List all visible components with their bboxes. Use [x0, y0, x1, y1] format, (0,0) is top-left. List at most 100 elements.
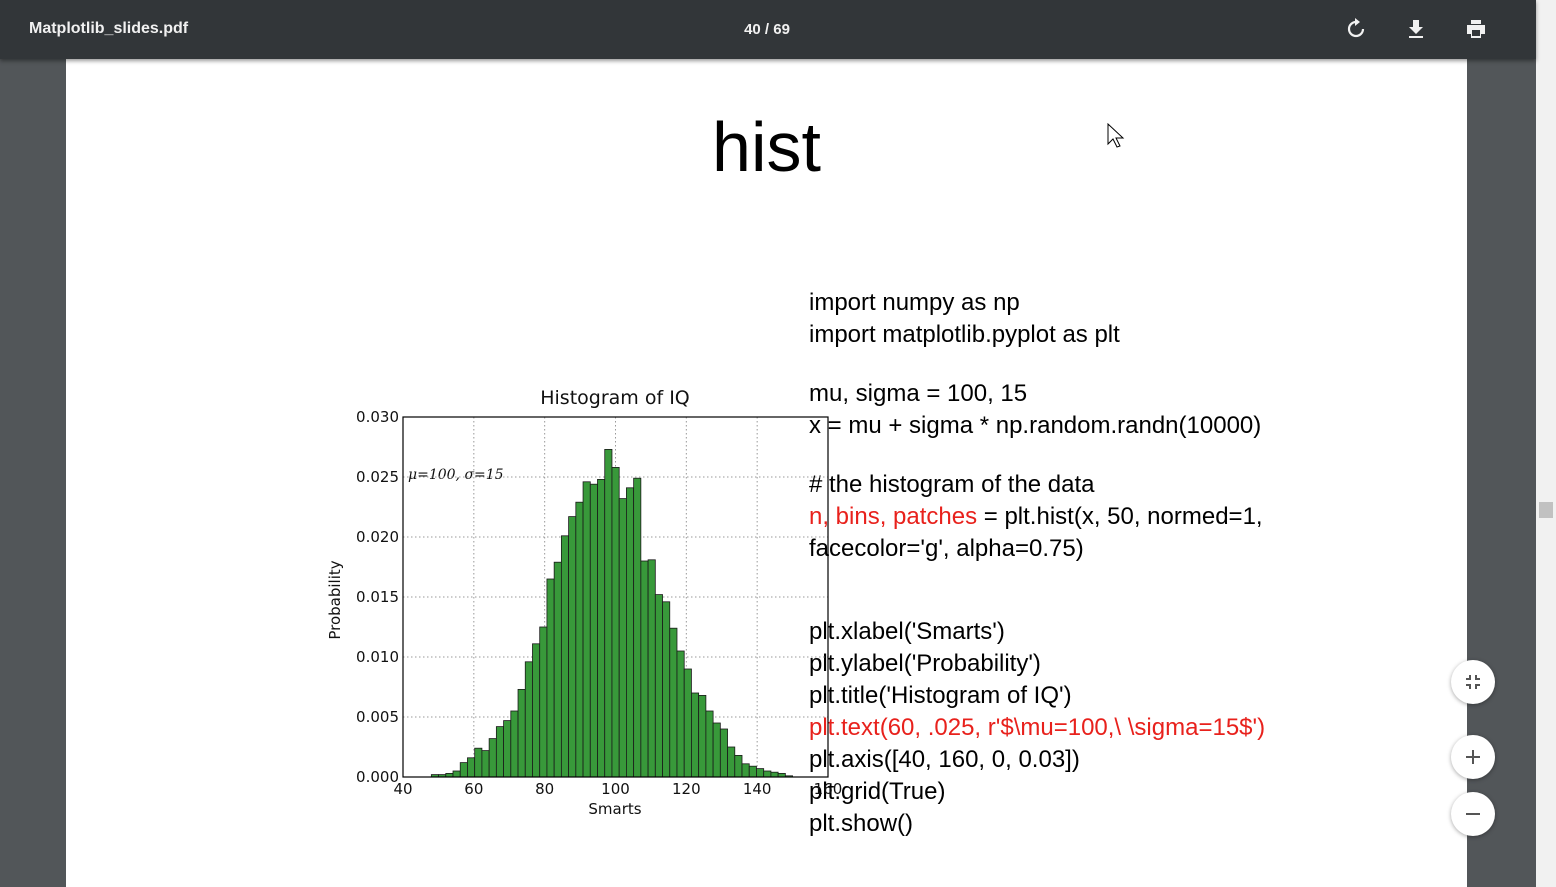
code-block: plt.xlabel('Smarts') plt.ylabel('Probabil… [809, 616, 1265, 840]
x-tick-label: 80 [535, 780, 554, 798]
bar [662, 601, 671, 778]
y-tick-label: 0.030 [356, 408, 399, 426]
code-text: x = mu + sigma * np.random.randn(10000) [809, 412, 1262, 439]
code-line: # the histogram of the data [809, 469, 1265, 501]
x-tick-label: 40 [393, 780, 412, 798]
code-line: plt.show() [809, 808, 1265, 840]
bar [589, 483, 598, 778]
bar [575, 501, 584, 778]
code-text: plt.grid(True) [809, 778, 946, 805]
bar [524, 661, 533, 778]
zoom-in-button[interactable] [1451, 735, 1495, 779]
y-axis-label: Probability [326, 560, 344, 639]
y-tick-label: 0.005 [356, 708, 399, 726]
code-listing: import numpy as np import matplotlib.pypl… [809, 287, 1265, 840]
x-tick-label: 120 [672, 780, 701, 798]
code-text: plt.title('Histogram of IQ') [809, 682, 1072, 709]
bar [503, 720, 512, 778]
bar [647, 559, 656, 778]
histogram-chart: Histogram of IQ Smarts Probability μ=100… [326, 387, 843, 818]
download-button[interactable] [1404, 17, 1428, 41]
bar [510, 710, 519, 778]
bar [582, 481, 591, 778]
y-tick-label: 0.015 [356, 588, 399, 606]
code-block: # the histogram of the data n, bins, patc… [809, 469, 1265, 565]
bar [467, 757, 476, 778]
x-tick-label: 60 [464, 780, 483, 798]
code-text: plt.text(60, .025, r'$\mu=100,\ \sigma=1… [809, 714, 1266, 741]
bar [474, 747, 483, 778]
code-text: plt.show() [809, 810, 914, 837]
code-line: facecolor='g', alpha=0.75) [809, 533, 1265, 565]
bar [539, 626, 548, 778]
code-line: plt.ylabel('Probability') [809, 648, 1265, 680]
bar [770, 771, 779, 778]
bar [727, 746, 736, 778]
bar [618, 498, 627, 778]
bar [604, 449, 613, 778]
bar [748, 765, 757, 778]
bar [734, 754, 743, 778]
bar [669, 627, 678, 778]
code-text: mu, sigma = 100, 15 [809, 380, 1028, 407]
bar [452, 770, 461, 778]
code-text: import matplotlib.pyplot as plt [809, 321, 1120, 348]
bar [597, 479, 606, 778]
fit-button[interactable] [1451, 660, 1495, 704]
bar [640, 560, 649, 778]
file-name: Matplotlib_slides.pdf [29, 20, 189, 37]
bar [763, 770, 772, 778]
slide-title: hist [712, 108, 821, 186]
code-line: plt.grid(True) [809, 776, 1265, 808]
bar [683, 668, 692, 778]
bar [481, 750, 490, 778]
code-text: plt.ylabel('Probability') [809, 650, 1041, 677]
chart-title: Histogram of IQ [540, 387, 690, 409]
bar [633, 477, 642, 778]
code-line: mu, sigma = 100, 15 [809, 378, 1265, 410]
y-tick-label: 0.010 [356, 648, 399, 666]
code-line: plt.title('Histogram of IQ') [809, 680, 1265, 712]
code-text: # the histogram of the data [809, 471, 1095, 498]
pdf-page: hist import numpy as np import matplotlib… [66, 59, 1467, 887]
bar [546, 578, 555, 778]
bar [568, 516, 577, 778]
rotate-button[interactable] [1344, 17, 1368, 41]
bar [459, 762, 468, 778]
page-indicator[interactable]: 40 / 69 [744, 21, 790, 38]
bar [712, 722, 721, 778]
print-button[interactable] [1464, 17, 1488, 41]
bar [741, 763, 750, 778]
bar [611, 467, 620, 778]
zoom-out-button[interactable] [1451, 792, 1495, 836]
code-text: plt.xlabel('Smarts') [809, 618, 1005, 645]
code-line: import numpy as np [809, 287, 1265, 319]
annotation: μ=100, σ=15 [408, 467, 504, 483]
x-tick-label: 140 [743, 780, 772, 798]
scrollbar[interactable] [1536, 0, 1556, 887]
bar [553, 561, 562, 778]
code-text: = plt.hist(x, 50, normed=1, [977, 503, 1263, 530]
scroll-thumb[interactable] [1539, 502, 1553, 518]
bar [719, 728, 728, 778]
y-tick-label: 0.025 [356, 468, 399, 486]
x-axis-label: Smarts [588, 800, 641, 818]
y-tick-label: 0.000 [356, 768, 399, 786]
code-text: facecolor='g', alpha=0.75) [809, 535, 1084, 562]
bar [705, 710, 714, 778]
code-line: n, bins, patches = plt.hist(x, 50, norme… [809, 501, 1265, 533]
code-line: plt.xlabel('Smarts') [809, 616, 1265, 648]
code-text: import numpy as np [809, 289, 1020, 316]
bar [517, 688, 526, 778]
code-line: plt.axis([40, 160, 0, 0.03]) [809, 744, 1265, 776]
bar [756, 768, 765, 778]
x-tick-label: 160 [814, 780, 843, 798]
code-block: import numpy as np import matplotlib.pypl… [809, 287, 1265, 351]
y-tick-label: 0.020 [356, 528, 399, 546]
x-tick-label: 100 [601, 780, 630, 798]
code-line: plt.text(60, .025, r'$\mu=100,\ \sigma=1… [809, 712, 1265, 744]
code-text: n, bins, patches [809, 503, 978, 530]
bar [560, 535, 570, 778]
code-line: x = mu + sigma * np.random.randn(10000) [809, 410, 1265, 442]
